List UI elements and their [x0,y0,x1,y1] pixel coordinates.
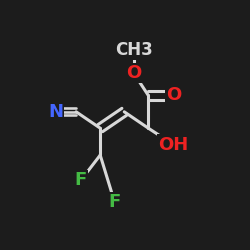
Text: O: O [126,64,142,82]
Text: CH3: CH3 [115,41,153,59]
Text: F: F [75,171,87,189]
Text: O: O [166,86,181,104]
Text: F: F [108,193,121,211]
Text: N: N [48,103,64,121]
Text: OH: OH [158,136,188,154]
